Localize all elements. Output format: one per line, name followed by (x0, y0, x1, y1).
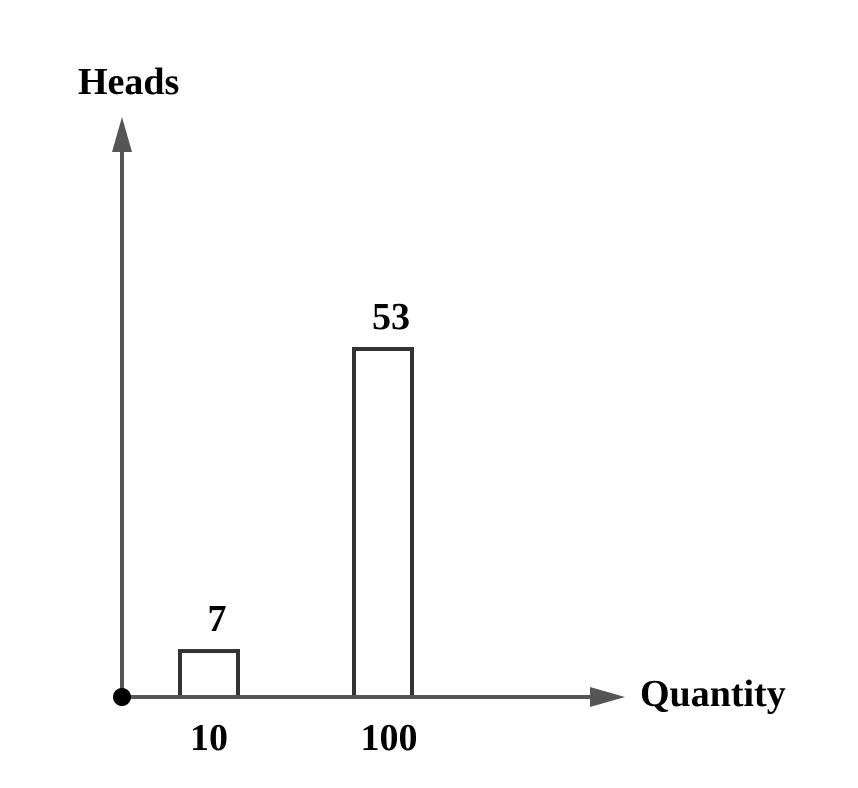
bars-group (178, 347, 414, 699)
y-axis-title: Heads (78, 61, 179, 103)
x-tick-label-10: 10 (190, 717, 228, 759)
x-axis-title: Quantity (640, 673, 786, 715)
data-labels-group: 7 53 (208, 296, 411, 640)
data-label-100: 53 (372, 296, 410, 338)
x-axis-arrow-icon (590, 687, 625, 707)
x-tick-label-100: 100 (361, 717, 418, 759)
origin-dot-icon (113, 688, 131, 706)
y-axis-arrow-icon (112, 117, 132, 152)
bar-100 (352, 347, 414, 699)
tick-labels-group: 10 100 (190, 717, 418, 759)
bar-10 (178, 649, 240, 699)
data-label-10: 7 (208, 598, 227, 640)
